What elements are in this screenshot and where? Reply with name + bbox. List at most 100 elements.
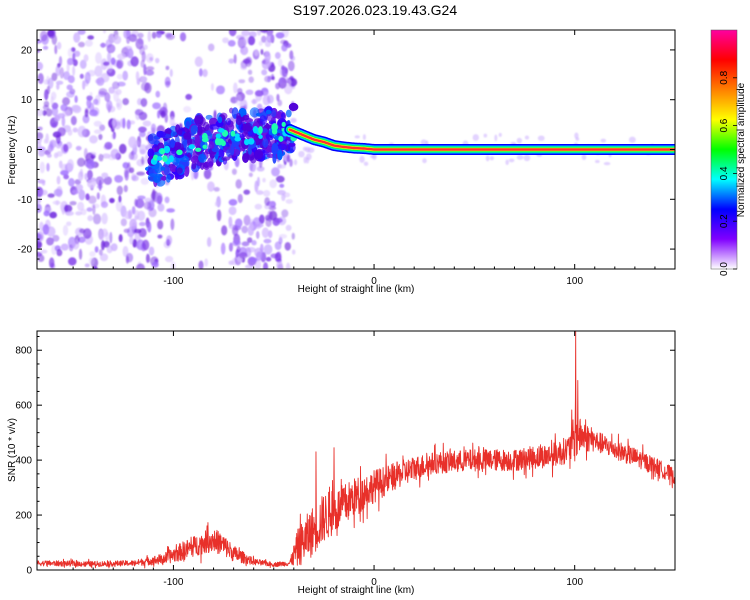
noise-speckle: [75, 211, 83, 216]
band-blob: [190, 155, 199, 164]
spectrogram-data: [37, 30, 675, 269]
band-blob: [211, 146, 220, 153]
band-blob: [176, 167, 183, 174]
noise-speckle: [127, 48, 134, 59]
band-blob: [184, 164, 190, 177]
noise-speckle: [79, 59, 87, 69]
noise-speckle: [117, 53, 127, 60]
noise-speckle: [39, 161, 45, 174]
noise-speckle: [125, 252, 134, 263]
hot-spot: [162, 155, 168, 162]
noise-speckle: [72, 105, 82, 114]
noise-speckle: [72, 189, 79, 195]
noise-speckle: [46, 237, 54, 246]
noise-speckle: [140, 59, 145, 68]
noise-speckle: [215, 85, 225, 95]
noise-speckle: [371, 153, 377, 160]
noise-speckle: [39, 221, 44, 232]
noise-speckle: [49, 211, 57, 219]
noise-speckle: [523, 154, 531, 162]
noise-speckle: [284, 83, 293, 95]
noise-speckle: [263, 262, 269, 269]
noise-speckle: [202, 69, 208, 78]
band-blob: [187, 137, 193, 146]
noise-speckle: [145, 69, 155, 76]
noise-speckle: [516, 155, 524, 160]
band-blob: [165, 174, 171, 183]
noise-speckle: [134, 210, 140, 220]
spectrogram-x-label: Height of straight line (km): [298, 284, 415, 295]
noise-speckle: [60, 170, 69, 176]
noise-speckle: [157, 234, 163, 239]
noise-speckle: [256, 166, 265, 172]
noise-speckle: [213, 187, 220, 192]
noise-speckle: [123, 228, 130, 233]
noise-speckle: [79, 73, 84, 79]
noise-speckle: [138, 126, 147, 133]
noise-speckle: [111, 133, 116, 140]
hot-spot: [195, 147, 202, 152]
hot-spot: [201, 137, 209, 143]
noise-speckle: [259, 30, 268, 33]
noise-speckle: [271, 167, 280, 177]
spectrogram-y-tick-label: 10: [21, 95, 33, 106]
noise-speckle: [287, 60, 295, 72]
noise-speckle: [165, 65, 170, 71]
hot-spot: [230, 130, 236, 137]
noise-speckle: [115, 200, 123, 212]
colorbar-strip: [711, 30, 737, 269]
noise-speckle: [165, 33, 175, 41]
noise-speckle: [70, 115, 77, 126]
snr-y-tick-label: 400: [15, 456, 32, 467]
noise-speckle: [245, 89, 254, 96]
band-blob: [277, 149, 283, 161]
noise-speckle: [87, 35, 95, 40]
noise-speckle: [164, 113, 168, 123]
noise-speckle: [113, 90, 119, 102]
band-blob: [148, 133, 158, 145]
band-blob: [164, 128, 172, 135]
noise-speckle: [232, 239, 242, 247]
noise-speckle: [74, 179, 81, 185]
noise-speckle: [524, 135, 530, 140]
band-blob: [250, 155, 257, 164]
noise-speckle: [135, 71, 140, 82]
noise-speckle: [243, 33, 249, 45]
band-blob: [254, 149, 264, 160]
noise-speckle: [46, 226, 56, 237]
noise-speckle: [138, 221, 146, 227]
noise-speckle: [246, 237, 253, 243]
spectrogram-x-tick-label: -100: [163, 276, 183, 287]
noise-speckle: [52, 234, 60, 242]
noise-speckle: [54, 114, 61, 122]
colorbar-tick-label: 0.6: [719, 118, 730, 132]
noise-speckle: [86, 100, 91, 107]
colorbar-tick-label: 0.2: [719, 214, 730, 228]
noise-speckle: [98, 153, 104, 162]
noise-speckle: [62, 224, 69, 236]
noise-speckle: [238, 79, 246, 84]
noise-speckle: [264, 196, 270, 206]
noise-speckle: [278, 233, 288, 239]
noise-speckle: [220, 242, 226, 255]
noise-speckle: [136, 171, 146, 176]
noise-speckle: [47, 30, 55, 37]
noise-speckle: [483, 133, 488, 138]
noise-speckle: [128, 209, 133, 220]
colorbar-tick-label: 0.4: [719, 166, 730, 180]
noise-speckle: [80, 208, 87, 216]
noise-speckle: [143, 201, 152, 210]
noise-speckle: [37, 61, 44, 71]
noise-speckle: [74, 95, 78, 103]
noise-speckle: [103, 176, 112, 185]
colorbar-frame: [710, 29, 738, 270]
spectrogram-y-tick-label: -10: [18, 195, 33, 206]
noise-speckle: [88, 195, 97, 205]
noise-speckle: [94, 246, 99, 253]
noise-speckle: [281, 43, 288, 52]
noise-speckle: [111, 119, 121, 127]
noise-speckle: [221, 225, 228, 236]
band-blob: [160, 166, 166, 171]
